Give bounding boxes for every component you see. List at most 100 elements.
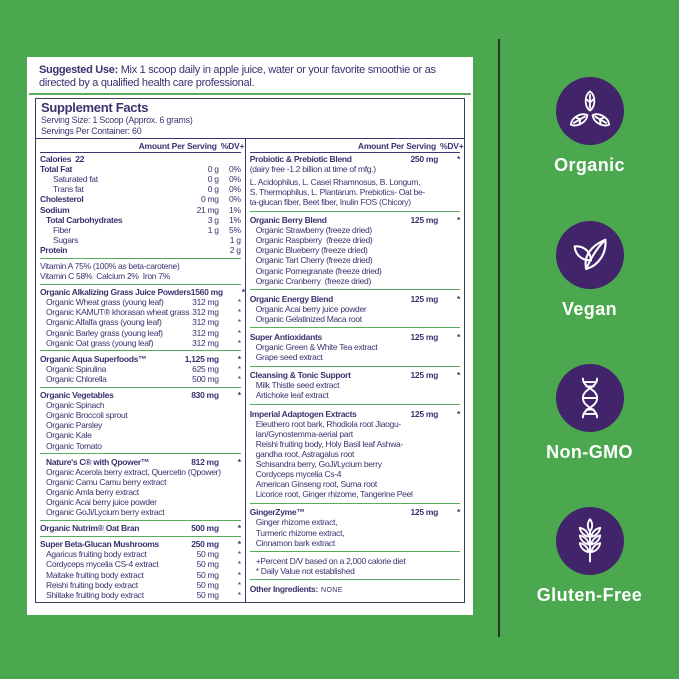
section-separator: [249, 579, 460, 581]
label-edge-line: [498, 39, 500, 637]
ingredient-row: Turmeric rhizome extract,: [255, 527, 345, 538]
section-separator: [40, 283, 241, 285]
ingredient-row: Organic Vegetables 830 mg *: [40, 390, 241, 401]
ingredient-row: Calories 22: [40, 154, 85, 165]
ingredient-row: Cordyceps mycelia Cs-4: [255, 469, 342, 480]
ingredient-row: Eleuthero root bark, Rhodiola root Jiaog…: [255, 418, 402, 429]
badge-vegan: Vegan: [500, 221, 679, 320]
ingredient-row: American Ginseng root, Suma root: [255, 479, 378, 490]
servings-per-container: Servings Per Container: 60: [41, 125, 142, 136]
ingredient-row: Organic Alfalfa grass (young leaf) 312 mg…: [46, 317, 241, 328]
ingredient-row: Organic Spinach: [46, 400, 105, 411]
section-separator: [249, 289, 460, 291]
amount-per-serving-header: Amount Per Serving: [138, 141, 217, 152]
section-separator: [40, 350, 241, 352]
ingredient-row: Protein 2 g: [40, 244, 241, 255]
ingredient-row: Organic Blueberry (freeze dried): [255, 245, 368, 256]
dv-header: %DV+: [220, 141, 245, 152]
ingredient-row: Organic Amla berry extract: [46, 486, 139, 497]
badge-circle: [555, 77, 624, 145]
ingredient-row: lan/Gynostemma-aerial part: [255, 428, 353, 439]
ingredient-row: Organic Cranberry (freeze dried): [255, 275, 372, 286]
ingredient-row: +Percent D/V based on a 2,000 calorie di…: [255, 555, 406, 566]
badge-circle: [555, 364, 624, 432]
organic-leaves-icon: [567, 90, 612, 130]
ingredient-row: Organic Tart Cherry (freeze dried): [255, 255, 373, 266]
ingredient-row: Fiber 1 g 5%: [53, 224, 241, 235]
ingredient-row: L. Acidophilus, L. Casei Rhamnosus, B. L…: [249, 176, 421, 187]
ingredient-row: Organic Camu Camu berry extract: [46, 476, 167, 487]
ingredient-row: Organic Alkalizing Grass Juice Powders 15…: [40, 287, 245, 298]
ingredient-row: Organic Green & White Tea extract: [255, 342, 378, 353]
dna-helix-icon: [581, 377, 598, 419]
ingredient-row: GingerZyme™ 125 mg *: [249, 507, 461, 518]
ingredient-row: Organic Chlorella 500 mg *: [46, 373, 241, 384]
facts-column-right: Amount Per Serving %DV+ Probiotic & Preb…: [246, 139, 464, 602]
facts-column-left: Amount Per Serving %DV+ Calories 22 Total…: [36, 139, 246, 602]
ingredient-row: Organic Nutrim® Oat Bran 500 mg *: [40, 523, 241, 534]
section-separator: [249, 327, 460, 329]
section-separator: [249, 502, 460, 504]
ingredient-row: Organic Acai berry juice powder: [255, 303, 367, 314]
ingredient-row: Organic Wheat grass (young leaf) 312 mg *: [46, 297, 241, 308]
ingredient-row: Schisandra berry, GoJi/Lycium berry: [255, 459, 382, 469]
ingredient-row: Saturated fat 0 g 0%: [53, 174, 241, 185]
suggested-use-text: Mix 1 scoop daily in apple juice, water …: [39, 64, 436, 89]
ingredient-row: Agaricus fruiting body extract 50 mg *: [46, 549, 241, 560]
ingredient-row: Organic Barley grass (young leaf) 312 mg *: [46, 327, 241, 338]
dv-header: %DV+: [439, 141, 464, 152]
section-separator: [249, 404, 460, 406]
facts-header: Supplement Facts Serving Size: 1 Scoop (…: [36, 99, 464, 136]
ingredient-row: Artichoke leaf extract: [255, 390, 329, 401]
wheat-stalk-icon: [578, 518, 601, 563]
ingredient-row: Super Antioxidants 125 mg *: [249, 331, 461, 342]
badge-circle: [555, 221, 624, 289]
ingredient-row: Total Fat 0 g 0%: [40, 164, 241, 175]
column-header-right: Amount Per Serving %DV+: [249, 139, 464, 154]
ingredient-row: Maitake fruiting body extract 50 mg *: [46, 569, 241, 580]
suggested-use: Suggested Use: Mix 1 scoop daily in appl…: [29, 57, 471, 96]
ingredient-row: Cleansing & Tonic Support 125 mg *: [249, 370, 461, 381]
section-separator: [40, 453, 241, 455]
ingredient-row: Nature's C® with Qpower™ 812 mg *: [46, 456, 241, 467]
ingredient-row: Cinnamon bark extract: [255, 537, 336, 548]
ingredient-row: Cordyceps mycelia CS-4 extract 50 mg *: [46, 559, 241, 570]
ingredient-row: Vitamin A 75% (100% as beta-carotene): [40, 261, 180, 271]
section-separator: [249, 551, 460, 553]
badge-label: Vegan: [561, 299, 618, 319]
badge-gluten-free: Gluten-Free: [500, 507, 679, 606]
suggested-use-label: Suggested Use:: [39, 64, 118, 76]
supplement-facts-box: Supplement Facts Serving Size: 1 Scoop (…: [35, 98, 465, 604]
ingredient-row: Organic Aqua Superfoods™ 1,125 mg *: [40, 353, 241, 364]
vegan-leaves-icon: [573, 238, 606, 270]
ingredient-row: Licorice root, Ginger rhizome, Tangerine…: [255, 489, 413, 500]
ingredient-row: Organic Strawberry (freeze dried): [255, 225, 373, 236]
ingredient-row: Organic Acerola berry extract, Quercetin…: [46, 466, 221, 477]
ingredient-row: (dairy free -1.2 billion at time of mfg.…: [249, 164, 376, 175]
amount-per-serving-header: Amount Per Serving: [357, 141, 436, 152]
ingredient-row: Other Ingredients: NONE: [249, 583, 343, 594]
ingredient-row: Organic Gelatinized Maca root: [255, 313, 362, 324]
section-separator: [40, 257, 241, 259]
ingredient-row: Cholesterol 0 mg 0%: [40, 194, 241, 205]
ingredient-row: Total Carbohydrates 3 g 1%: [46, 214, 241, 225]
ingredient-row: Vitamin C 58% Calcium 2% Iron 7%: [40, 271, 170, 282]
badge-circle: [555, 507, 624, 575]
ingredient-row: Organic Tomato: [46, 440, 102, 451]
badge-label: Gluten-Free: [536, 585, 643, 605]
badge-label: Non-GMO: [546, 442, 633, 462]
serving-size: Serving Size: 1 Scoop (Approx. 6 grams): [41, 115, 193, 126]
ingredient-row: Imperial Adaptogen Extracts 125 mg *: [249, 408, 461, 419]
ingredient-row: Organic Berry Blend 125 mg *: [249, 215, 461, 226]
ingredient-row: Reishi fruiting body extract 50 mg *: [46, 579, 241, 590]
ingredient-row: Super Beta-Glucan Mushrooms 250 mg *: [40, 539, 241, 550]
ingredient-row: Organic Kale: [46, 430, 92, 441]
ingredient-row: Milk Thistle seed extract: [255, 380, 340, 391]
ingredient-row: Grape seed extract: [255, 352, 323, 363]
ingredient-row: Sugars 1 g: [53, 234, 241, 245]
ingredient-row: ta-glucan fiber, Beet fiber, Inulin FOS …: [249, 196, 411, 207]
ingredient-row: Organic Broccoli sprout: [46, 410, 128, 421]
ingredient-row: * Daily Value not established: [255, 565, 355, 576]
facts-table: Amount Per Serving %DV+ Calories 22 Total…: [36, 138, 464, 602]
